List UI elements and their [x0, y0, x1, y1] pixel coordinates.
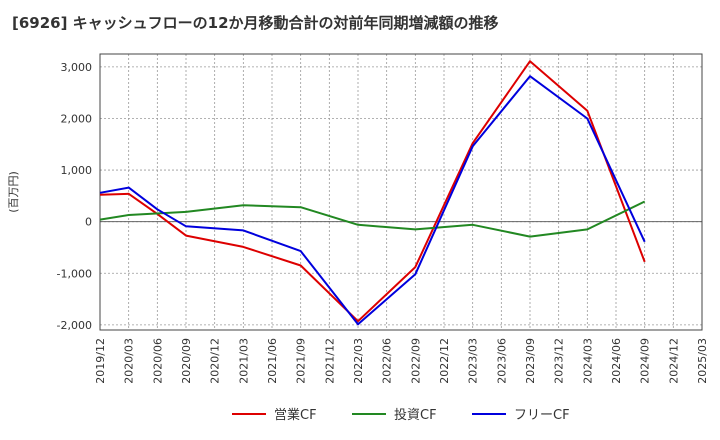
- series-line-2: [99, 200, 646, 238]
- x-tick-label: 2024/03: [581, 338, 594, 384]
- y-tick-label: -2,000: [57, 319, 92, 332]
- x-tick-label: 2019/12: [94, 338, 107, 384]
- x-tick-label: 2020/06: [151, 338, 164, 384]
- legend-label-2: 投資CF: [394, 407, 437, 423]
- y-tick-label: -1,000: [57, 267, 92, 280]
- x-tick-label: 2025/03: [696, 338, 709, 384]
- x-tick-label: 2023/06: [495, 338, 508, 384]
- y-axis-label: (百万円): [7, 171, 20, 213]
- legend-label-1: 営業CF: [274, 407, 317, 423]
- x-tick-label: 2022/12: [438, 338, 451, 384]
- series-line-1: [99, 60, 646, 323]
- legend-label-3: フリーCF: [514, 408, 570, 423]
- x-tick-label: 2023/03: [467, 338, 480, 384]
- x-tick-label: 2024/12: [667, 338, 680, 384]
- x-tick-label: 2022/09: [409, 338, 422, 384]
- plot-area: [100, 54, 702, 330]
- y-tick-label: 0: [85, 216, 92, 229]
- x-tick-label: 2021/03: [237, 338, 250, 384]
- x-tick-label: 2023/09: [524, 338, 537, 384]
- x-tick-label: 2023/12: [553, 338, 566, 384]
- x-tick-label: 2021/06: [266, 338, 279, 384]
- x-tick-label: 2024/09: [639, 338, 652, 384]
- x-tick-label: 2021/12: [323, 338, 336, 384]
- x-tick-label: 2024/06: [610, 338, 623, 384]
- y-tick-label: 2,000: [61, 112, 93, 125]
- x-tick-label: 2021/09: [295, 338, 308, 384]
- y-tick-label: 1,000: [61, 164, 93, 177]
- series-line-3: [99, 75, 646, 326]
- x-tick-label: 2020/09: [180, 338, 193, 384]
- x-tick-label: 2022/03: [352, 338, 365, 384]
- x-tick-label: 2020/03: [123, 338, 136, 384]
- x-tick-label: 2020/12: [209, 338, 222, 384]
- y-tick-label: 3,000: [61, 61, 93, 74]
- chart-title: [6926] キャッシュフローの12か月移動合計の対前年同期増減額の推移: [12, 14, 499, 32]
- x-tick-label: 2022/06: [381, 338, 394, 384]
